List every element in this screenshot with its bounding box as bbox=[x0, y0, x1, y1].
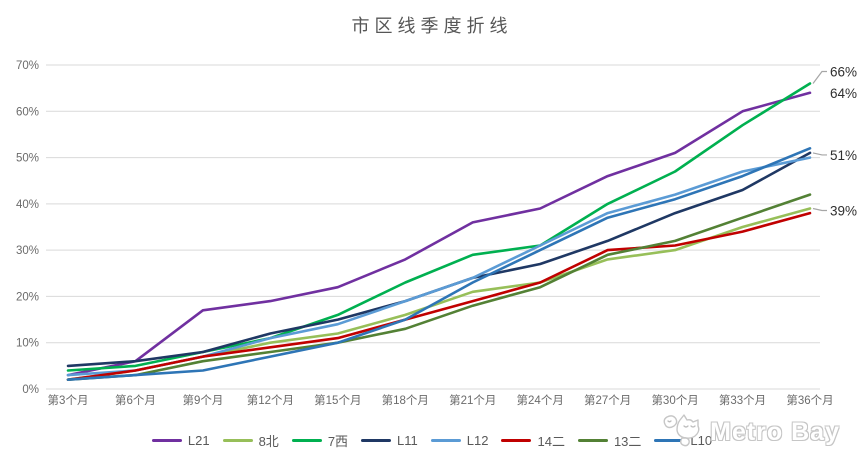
x-tick-label: 第33个月 bbox=[719, 393, 766, 407]
x-tick-label: 第21个月 bbox=[449, 393, 496, 407]
series-line-L21 bbox=[66, 91, 812, 377]
chart-title: 市区线季度折线 bbox=[351, 16, 513, 36]
y-tick-label: 20% bbox=[16, 291, 39, 303]
legend-label: 8北 bbox=[258, 434, 279, 449]
legend-item-L10: L10 bbox=[654, 433, 712, 448]
x-tick-label: 第12个月 bbox=[247, 393, 294, 407]
y-tick-label: 60% bbox=[16, 106, 39, 118]
end-label-leader bbox=[812, 152, 827, 156]
legend-swatch-8北 bbox=[222, 439, 253, 442]
legend-swatch-L21 bbox=[151, 439, 182, 442]
series-line-13二 bbox=[66, 193, 812, 382]
legend-label: 13二 bbox=[613, 434, 642, 449]
end-label-leader bbox=[812, 207, 827, 212]
legend-item-7西: 7西 bbox=[291, 431, 349, 450]
legend-item-L12: L12 bbox=[430, 433, 489, 448]
end-label-L21: 64% bbox=[830, 86, 857, 101]
legend-item-14二: 14二 bbox=[501, 431, 565, 450]
x-tick-label: 第6个月 bbox=[115, 393, 156, 407]
x-tick-label: 第27个月 bbox=[584, 393, 631, 407]
series-end-labels: 66% 64% 51% 39% bbox=[812, 65, 857, 218]
y-tick-label: 0% bbox=[22, 384, 39, 396]
x-axis-tick-labels: 第3个月 第6个月 第9个月 第12个月 第15个月 第18个月 第21个月 第24个月 第27… bbox=[48, 393, 834, 407]
x-tick-label: 第24个月 bbox=[517, 393, 564, 407]
x-tick-label: 第18个月 bbox=[382, 393, 429, 407]
legend-label: L21 bbox=[187, 433, 210, 448]
legend-swatch-7西 bbox=[291, 439, 322, 442]
legend-item-13二: 13二 bbox=[577, 431, 642, 450]
x-tick-label: 第30个月 bbox=[651, 393, 698, 407]
end-label-leader bbox=[812, 70, 827, 84]
end-label-8北: 39% bbox=[830, 203, 857, 218]
legend-label: L10 bbox=[690, 433, 713, 448]
end-label-L11: 51% bbox=[830, 148, 857, 163]
legend-label: 7西 bbox=[327, 434, 349, 449]
legend-swatch-L10 bbox=[654, 439, 685, 442]
y-axis-tick-labels: 0% 10% 20% 30% 40% 50% 60% 70% bbox=[16, 60, 39, 396]
y-tick-label: 40% bbox=[16, 199, 39, 211]
legend-label: 14二 bbox=[537, 434, 565, 449]
legend-swatch-L11 bbox=[361, 439, 392, 442]
x-tick-label: 第9个月 bbox=[182, 393, 223, 407]
legend-swatch-14二 bbox=[501, 439, 532, 442]
series-line-L11 bbox=[66, 151, 812, 368]
y-tick-label: 70% bbox=[16, 60, 39, 72]
legend-label: L12 bbox=[466, 433, 489, 448]
line-chart: 0% 10% 20% 30% 40% 50% 60% 70% 第3个月 第6个月 第9个月 第12个… bbox=[16, 60, 857, 407]
series-lines bbox=[66, 82, 812, 382]
x-tick-label: 第36个月 bbox=[786, 393, 833, 407]
legend-item-L11: L11 bbox=[361, 433, 418, 448]
gridlines bbox=[46, 64, 820, 390]
legend-item-L21: L21 bbox=[151, 433, 210, 448]
x-tick-label: 第3个月 bbox=[48, 393, 89, 407]
legend-swatch-L12 bbox=[430, 439, 461, 442]
series-line-14二 bbox=[66, 211, 812, 382]
chart-legend: L21 8北 7西 L11 L12 14二 13二 L10 bbox=[0, 431, 864, 450]
y-tick-label: 50% bbox=[16, 153, 39, 165]
legend-swatch-13二 bbox=[577, 439, 608, 442]
series-line-L10 bbox=[66, 147, 812, 382]
legend-item-8北: 8北 bbox=[222, 431, 279, 450]
x-tick-label: 第15个月 bbox=[314, 393, 361, 407]
end-label-7西: 66% bbox=[830, 65, 857, 80]
y-tick-label: 10% bbox=[16, 338, 39, 350]
y-tick-label: 30% bbox=[16, 245, 39, 257]
legend-label: L11 bbox=[397, 433, 418, 448]
